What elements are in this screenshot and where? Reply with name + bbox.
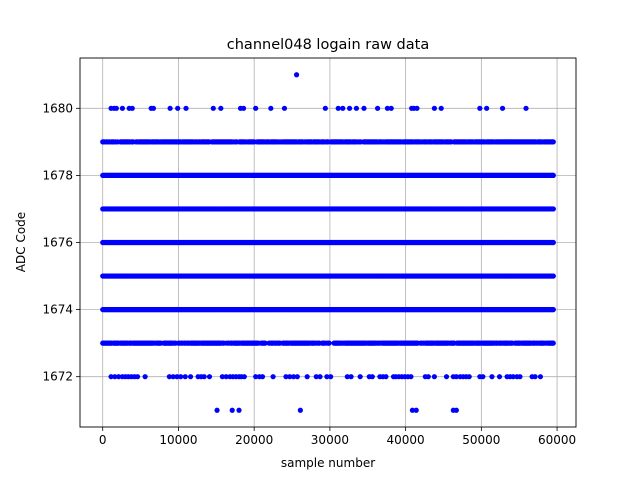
chart-title: channel048 logain raw data bbox=[227, 37, 429, 53]
data-point bbox=[335, 105, 341, 111]
data-point bbox=[550, 340, 556, 346]
data-point bbox=[477, 105, 483, 111]
data-point bbox=[178, 374, 184, 380]
data-point bbox=[496, 374, 503, 380]
data-point bbox=[210, 105, 216, 111]
data-point bbox=[240, 105, 247, 111]
data-point bbox=[532, 374, 538, 380]
data-point bbox=[466, 374, 472, 380]
data-point bbox=[550, 239, 556, 246]
data-point bbox=[414, 105, 420, 111]
data-point bbox=[304, 374, 310, 380]
data-point bbox=[187, 374, 194, 380]
data-point bbox=[134, 374, 141, 380]
data-point bbox=[340, 105, 346, 111]
data-point bbox=[175, 105, 181, 111]
data-point bbox=[388, 105, 394, 111]
y-tick-label: 1672 bbox=[42, 370, 73, 384]
data-point bbox=[431, 374, 437, 380]
data-point bbox=[328, 374, 334, 380]
data-point bbox=[499, 105, 506, 111]
data-point bbox=[348, 374, 354, 380]
data-point bbox=[550, 273, 556, 279]
data-point bbox=[129, 105, 135, 111]
data-point bbox=[241, 374, 247, 380]
data-point bbox=[369, 374, 375, 380]
data-point bbox=[550, 139, 556, 145]
data-point bbox=[375, 105, 381, 111]
data-point bbox=[183, 105, 189, 111]
data-point bbox=[167, 105, 173, 111]
y-tick-label: 1674 bbox=[42, 303, 73, 317]
data-point bbox=[425, 374, 431, 380]
x-tick-label: 0 bbox=[99, 433, 107, 447]
y-axis-label: ADC Code bbox=[14, 212, 28, 272]
data-point bbox=[443, 374, 450, 380]
x-tick-label: 20000 bbox=[235, 433, 273, 447]
data-point bbox=[253, 105, 259, 111]
data-point bbox=[214, 407, 220, 413]
data-point bbox=[383, 374, 389, 380]
data-point bbox=[438, 105, 444, 111]
data-point bbox=[317, 374, 323, 380]
data-point bbox=[182, 374, 188, 380]
data-point bbox=[523, 105, 529, 111]
data-point bbox=[322, 105, 328, 111]
data-point bbox=[353, 105, 359, 111]
x-tick-label: 10000 bbox=[159, 433, 197, 447]
data-point bbox=[119, 105, 126, 111]
data-point bbox=[259, 374, 266, 380]
data-point bbox=[550, 206, 556, 212]
data-points bbox=[100, 72, 556, 413]
x-tick-label: 30000 bbox=[311, 433, 349, 447]
data-point bbox=[326, 340, 332, 346]
data-point bbox=[537, 374, 544, 380]
data-point bbox=[408, 374, 414, 380]
data-point bbox=[480, 374, 486, 380]
data-point bbox=[489, 374, 495, 380]
data-point bbox=[297, 407, 303, 413]
data-point bbox=[293, 72, 300, 78]
data-point bbox=[357, 374, 363, 380]
data-point bbox=[453, 407, 459, 413]
data-point bbox=[113, 105, 119, 111]
data-point bbox=[431, 105, 437, 111]
data-point bbox=[268, 105, 274, 111]
data-point bbox=[236, 407, 242, 413]
data-point bbox=[150, 105, 157, 111]
data-point bbox=[206, 374, 213, 380]
data-point bbox=[484, 105, 490, 111]
data-point bbox=[294, 374, 300, 380]
data-point bbox=[517, 374, 523, 380]
x-tick-label: 40000 bbox=[387, 433, 425, 447]
data-point bbox=[142, 374, 148, 380]
x-axis-label: sample number bbox=[281, 456, 375, 470]
data-point bbox=[550, 172, 556, 179]
data-point bbox=[413, 407, 419, 413]
y-tick-label: 1676 bbox=[42, 236, 73, 250]
y-tick-label: 1678 bbox=[42, 168, 73, 182]
x-tick-label: 60000 bbox=[538, 433, 576, 447]
data-point bbox=[550, 306, 556, 313]
data-point bbox=[270, 374, 276, 380]
data-point bbox=[229, 407, 235, 413]
x-tick-label: 50000 bbox=[462, 433, 500, 447]
data-point bbox=[281, 105, 288, 111]
y-tick-label: 1680 bbox=[42, 101, 73, 115]
data-point bbox=[346, 105, 353, 111]
data-point bbox=[361, 105, 367, 111]
data-point bbox=[218, 105, 224, 111]
data-point bbox=[201, 374, 207, 380]
